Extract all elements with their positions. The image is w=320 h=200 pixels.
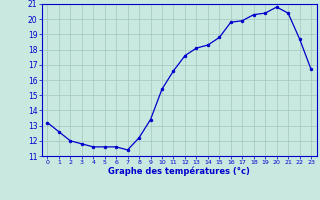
X-axis label: Graphe des températures (°c): Graphe des températures (°c) (108, 167, 250, 176)
